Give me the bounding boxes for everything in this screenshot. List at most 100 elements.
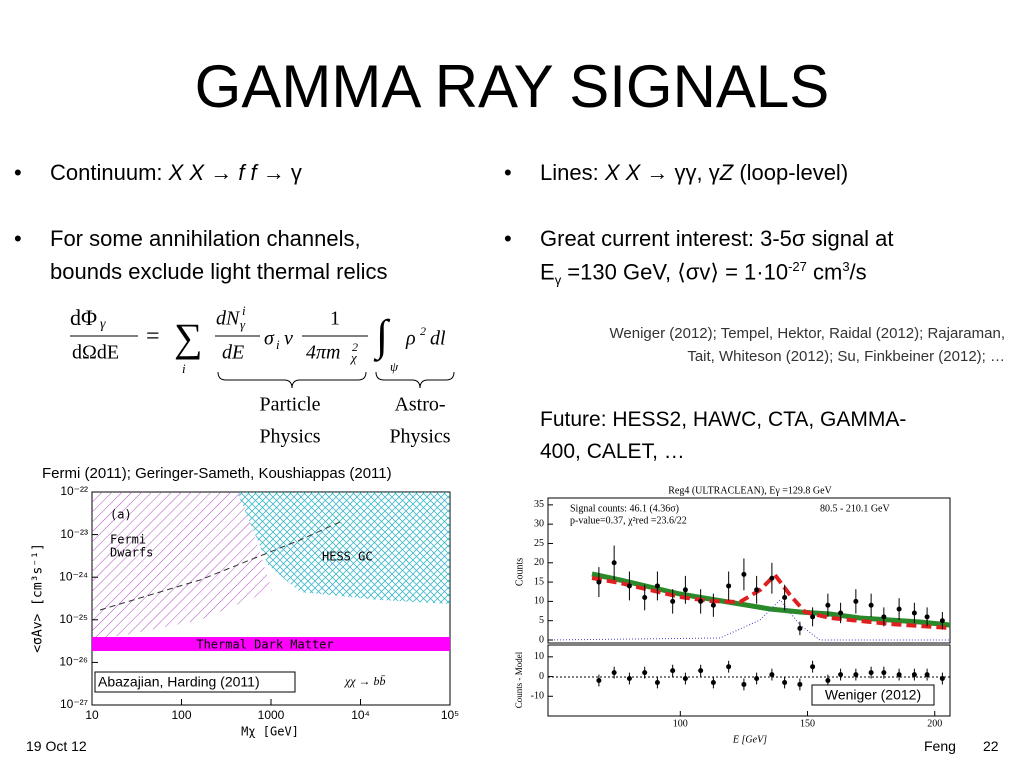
y-tick-label: 0	[539, 671, 544, 682]
data-point	[611, 560, 617, 566]
equation-part: 4πm	[306, 342, 340, 364]
equation-part: dN	[216, 308, 241, 330]
data-point	[698, 598, 704, 604]
residual-point	[741, 681, 747, 687]
equation-part: σ	[264, 328, 275, 350]
equation-label: Physics	[259, 426, 320, 448]
equation-part: ∫	[373, 311, 391, 362]
model-curve	[591, 571, 951, 628]
data-point	[769, 575, 775, 581]
equation-part: =	[146, 324, 160, 350]
x-axis-label: E [GeV]	[732, 734, 767, 745]
equation-part: ∑	[174, 315, 203, 360]
bullet-text: Continuum: X X → f f → γ	[50, 160, 302, 185]
equation-part: dE	[222, 342, 244, 364]
bullet: •	[504, 226, 512, 251]
data-point	[741, 571, 747, 577]
data-point	[682, 587, 688, 593]
caption: Fermi (2011); Geringer-Sameth, Koushiapp…	[42, 465, 392, 482]
region-label: Dwarfs	[110, 546, 153, 560]
brace	[375, 371, 455, 389]
data-point	[670, 598, 676, 604]
x-tick-label: 1000	[258, 708, 285, 722]
bullet-text: Lines: X X → γγ, γZ (loop-level)	[540, 160, 849, 185]
footer-date: 19 Oct 12	[26, 738, 87, 754]
residual-point	[881, 670, 887, 676]
bullet-text: bounds exclude light thermal relics	[50, 259, 388, 284]
equation-part: dΦ	[70, 305, 97, 330]
equation-part: γ	[240, 317, 246, 332]
data-point	[868, 602, 874, 608]
equation-part: γ	[100, 317, 106, 332]
data-point	[654, 583, 660, 589]
data-point	[896, 606, 902, 612]
equation-part: dl	[430, 328, 446, 350]
y-tick-label: 10⁻²²	[60, 484, 88, 498]
model-curve	[591, 571, 951, 630]
residual-point	[797, 681, 803, 687]
residual-point	[682, 676, 688, 682]
references: Weniger (2012); Tempel, Hektor, Raidal (…	[609, 325, 1005, 342]
data-point	[782, 595, 788, 601]
future-text: 400, CALET, …	[540, 440, 685, 463]
credit: Weniger (2012)	[825, 687, 921, 703]
region-label: HESS GC	[322, 550, 373, 564]
data-point	[754, 587, 760, 593]
bullet: •	[14, 160, 22, 185]
y-tick-label: 10	[534, 596, 544, 607]
residual-point	[911, 672, 917, 678]
channel-label: χχ → bb̄	[344, 674, 386, 688]
equation-part: i	[276, 337, 280, 352]
residual-point	[754, 676, 760, 682]
y-tick-label: 30	[534, 518, 544, 529]
y-axis-label: Counts - Model	[514, 651, 524, 708]
y-tick-label: 10⁻²⁷	[60, 697, 88, 711]
residual-point	[769, 672, 775, 678]
thermal-band	[92, 637, 450, 651]
data-point	[838, 610, 844, 616]
y-tick-label: 35	[534, 499, 544, 510]
residual-point	[896, 672, 902, 678]
bullet: •	[14, 226, 22, 251]
equation-part: i	[242, 303, 246, 318]
footer-author: Feng	[924, 738, 956, 754]
references: Tait, Whiteson (2012); Su, Finkbeiner (2…	[687, 348, 1005, 365]
y-tick-label: 15	[534, 576, 544, 587]
data-point	[797, 625, 803, 631]
x-tick-label: 10	[85, 708, 99, 722]
data-point	[939, 618, 945, 624]
data-point	[911, 610, 917, 616]
residual-point	[698, 668, 704, 674]
residual-point	[924, 672, 930, 678]
x-tick-label: 10⁵	[441, 708, 459, 722]
residual-point	[868, 670, 874, 676]
y-tick-label: 10	[534, 651, 544, 662]
credit-box	[811, 684, 935, 706]
hess-region	[237, 492, 450, 604]
data-point	[881, 614, 887, 620]
data-point	[924, 614, 930, 620]
residual-point	[825, 678, 831, 683]
equation-part: i	[182, 361, 186, 376]
residual-point	[611, 670, 617, 676]
y-tick-label: 0	[539, 634, 544, 645]
residual-point	[710, 679, 716, 685]
residual-point	[853, 672, 859, 678]
x-tick-label: 100	[673, 718, 688, 729]
y-tick-label: 25	[534, 538, 544, 549]
y-tick-label: -10	[531, 691, 544, 702]
y-axis-label: <σAv> [cm³s⁻¹]	[31, 543, 46, 653]
bullet-text: For some annihilation channels,	[50, 226, 361, 251]
residual-point	[642, 670, 648, 676]
plot-info: 80.5 - 210.1 GeV	[820, 503, 890, 514]
residual-point	[939, 676, 945, 682]
residual-point	[596, 678, 602, 683]
y-tick-label: 20	[534, 557, 544, 568]
plot-info: Signal counts: 46.1 (4.36σ)	[570, 503, 679, 514]
y-axis-label: Counts	[514, 558, 525, 586]
residual-point	[838, 672, 844, 678]
y-tick-label: 10⁻²⁵	[59, 612, 88, 626]
x-tick-label: 200	[927, 718, 942, 729]
equation-part: χ	[349, 350, 357, 365]
